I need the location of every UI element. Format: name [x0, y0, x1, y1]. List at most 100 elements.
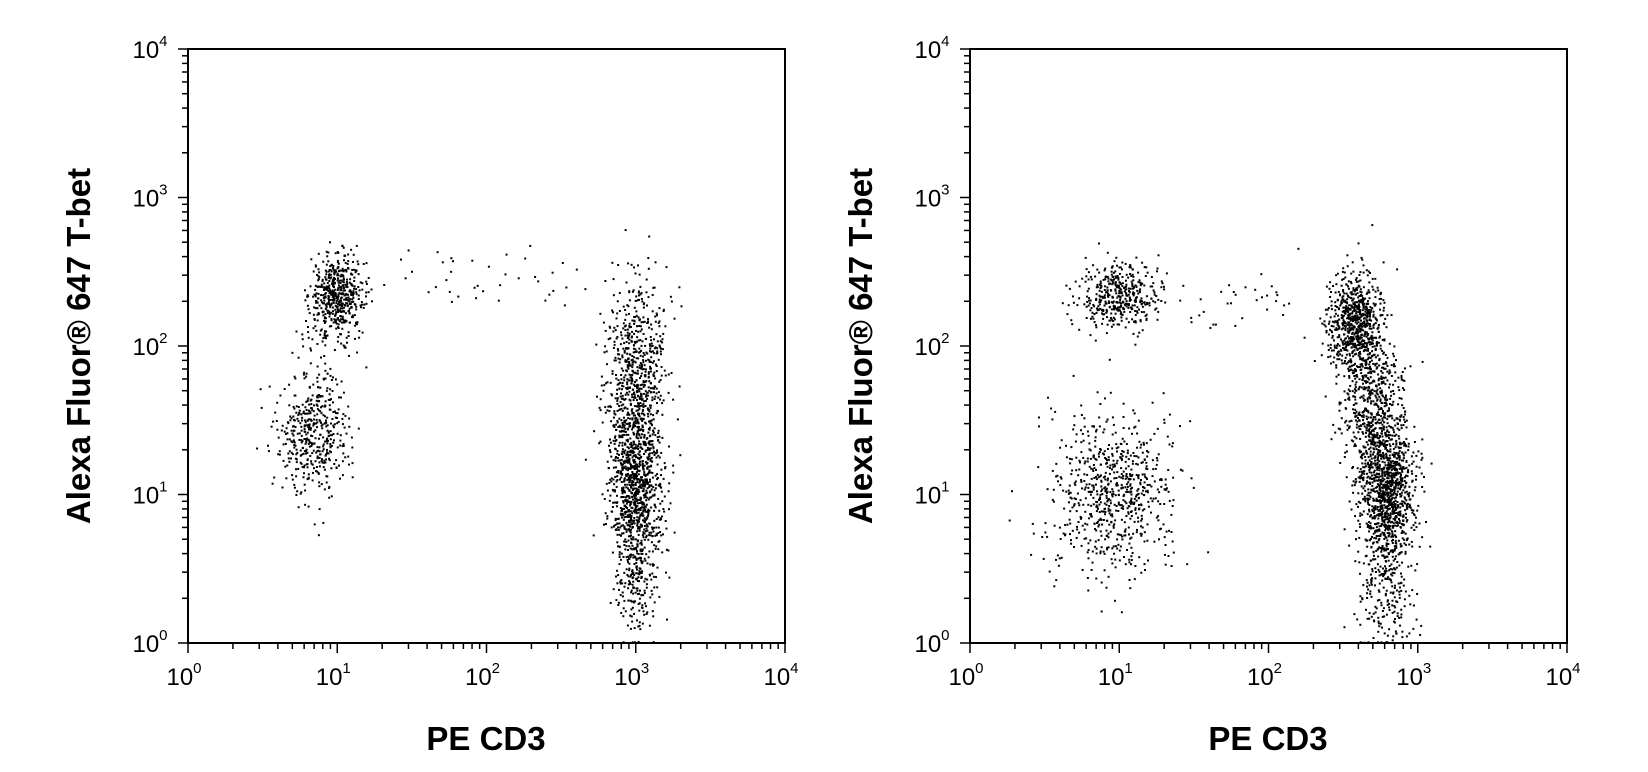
- data-point: [1114, 275, 1117, 278]
- data-point: [614, 459, 617, 462]
- data-point: [299, 492, 302, 495]
- data-point: [1348, 354, 1351, 357]
- data-point: [1130, 490, 1133, 493]
- data-point: [1143, 301, 1146, 304]
- data-point: [635, 505, 638, 508]
- data-point: [633, 467, 636, 470]
- data-point: [316, 343, 319, 345]
- data-point: [648, 426, 651, 429]
- data-point: [1145, 295, 1148, 298]
- data-point: [1155, 295, 1158, 297]
- data-point: [621, 448, 624, 451]
- data-point: [337, 296, 340, 299]
- data-point: [303, 483, 306, 486]
- data-point: [1132, 478, 1135, 481]
- data-point: [302, 476, 305, 479]
- data-point: [627, 575, 630, 578]
- data-point: [633, 461, 635, 464]
- data-point: [333, 423, 336, 426]
- data-point: [651, 535, 654, 538]
- data-point: [361, 303, 364, 306]
- data-point: [614, 517, 617, 520]
- data-point: [346, 282, 349, 285]
- data-point: [1105, 302, 1108, 305]
- data-point: [348, 425, 351, 428]
- data-point: [351, 314, 354, 317]
- data-point: [326, 287, 328, 290]
- data-point: [1090, 477, 1093, 480]
- data-point: [651, 361, 654, 364]
- data-point: [638, 273, 641, 276]
- data-point: [1165, 530, 1168, 533]
- data-point: [641, 398, 644, 401]
- data-point: [308, 445, 311, 448]
- data-point: [319, 386, 322, 389]
- data-point: [619, 395, 622, 398]
- data-point: [1355, 370, 1357, 373]
- data-point: [1079, 461, 1081, 464]
- data-point: [638, 440, 641, 443]
- data-point: [1373, 336, 1376, 339]
- data-point: [315, 422, 317, 425]
- data-point: [629, 474, 632, 477]
- data-point: [1356, 307, 1359, 310]
- data-point: [333, 318, 336, 321]
- data-point: [626, 507, 629, 509]
- data-point: [328, 274, 330, 277]
- data-point: [621, 388, 623, 391]
- data-point: [1136, 289, 1139, 292]
- data-point: [611, 372, 614, 375]
- data-point: [1354, 304, 1357, 307]
- data-point: [457, 295, 460, 298]
- data-point: [323, 459, 326, 462]
- data-point: [624, 309, 627, 311]
- data-point: [641, 424, 644, 427]
- data-point: [611, 551, 614, 554]
- data-point: [616, 388, 619, 391]
- data-point: [636, 499, 639, 501]
- data-point: [330, 434, 333, 437]
- data-point: [640, 506, 643, 509]
- y-tick-label: 104: [132, 33, 167, 64]
- data-point: [497, 299, 500, 302]
- data-point: [1068, 518, 1071, 521]
- data-point: [632, 344, 635, 347]
- data-point: [1146, 450, 1148, 452]
- data-point: [642, 402, 645, 405]
- data-point: [307, 438, 310, 441]
- data-point: [1131, 552, 1134, 554]
- data-point: [601, 421, 604, 424]
- data-point: [1093, 425, 1095, 428]
- data-point: [1349, 296, 1352, 299]
- data-point: [1086, 577, 1089, 579]
- data-point: [637, 452, 640, 455]
- data-point: [1121, 276, 1124, 278]
- data-point: [338, 464, 340, 467]
- data-point: [622, 327, 625, 330]
- data-point: [1099, 496, 1102, 499]
- data-point: [609, 406, 612, 409]
- data-point: [1114, 283, 1117, 286]
- data-point: [1358, 347, 1361, 350]
- data-point: [1345, 353, 1348, 356]
- data-point: [1122, 470, 1125, 473]
- data-point: [662, 533, 664, 536]
- data-point: [613, 410, 616, 413]
- data-point: [1393, 431, 1395, 434]
- data-point: [349, 302, 352, 305]
- data-point: [1151, 285, 1154, 288]
- data-point: [655, 526, 658, 529]
- data-point: [1325, 313, 1328, 316]
- data-point: [1111, 547, 1114, 550]
- data-point: [321, 461, 324, 464]
- data-point: [657, 429, 660, 432]
- data-point: [638, 621, 641, 624]
- data-point: [1086, 430, 1089, 433]
- data-point: [1356, 314, 1359, 317]
- data-point: [614, 356, 617, 359]
- data-point: [647, 386, 650, 389]
- data-point: [1347, 287, 1350, 290]
- data-point: [634, 385, 636, 388]
- data-point: [302, 373, 305, 376]
